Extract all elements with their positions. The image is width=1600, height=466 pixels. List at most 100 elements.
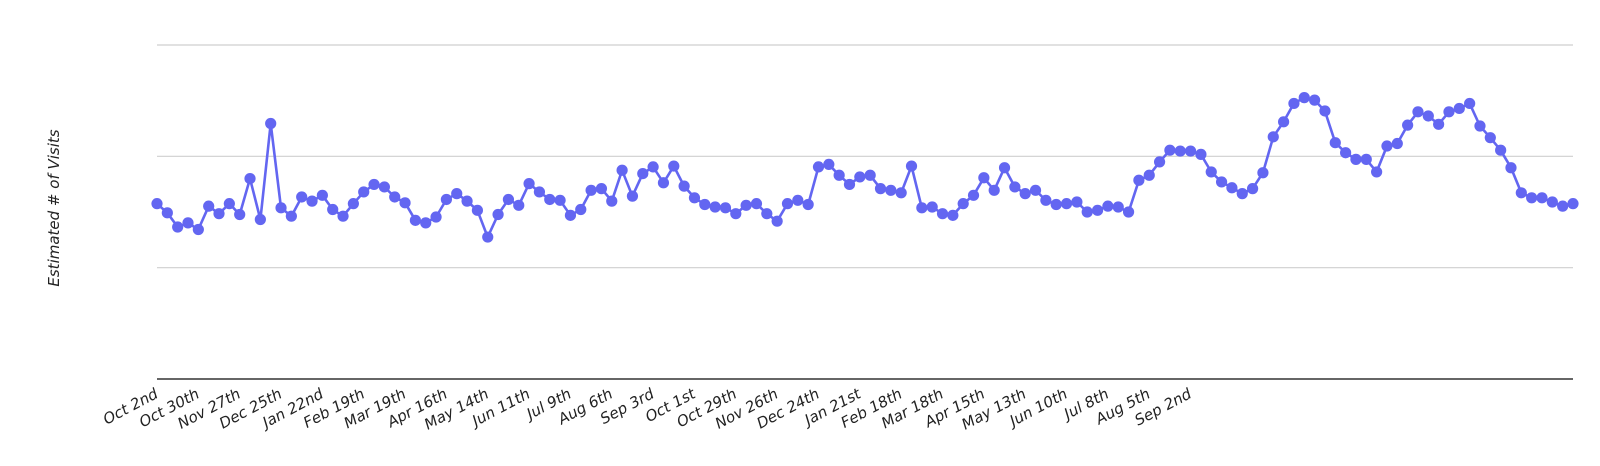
data-point[interactable]	[399, 197, 411, 209]
data-point[interactable]	[988, 184, 1000, 196]
data-point[interactable]	[1040, 194, 1052, 206]
data-point[interactable]	[213, 208, 225, 220]
data-point[interactable]	[792, 194, 804, 206]
data-point[interactable]	[223, 198, 235, 210]
data-point[interactable]	[347, 198, 359, 210]
data-point[interactable]	[926, 201, 938, 213]
data-point[interactable]	[492, 208, 504, 221]
data-point[interactable]	[1050, 198, 1062, 211]
data-point[interactable]	[1267, 131, 1279, 143]
data-point[interactable]	[1112, 201, 1124, 213]
data-point[interactable]	[544, 193, 556, 206]
data-point[interactable]	[161, 207, 173, 219]
data-point[interactable]	[647, 161, 659, 173]
data-point[interactable]	[823, 158, 835, 171]
data-point[interactable]	[802, 198, 814, 211]
data-point[interactable]	[265, 117, 277, 130]
data-point[interactable]	[1453, 102, 1465, 115]
data-point[interactable]	[750, 198, 763, 210]
data-point[interactable]	[864, 169, 876, 181]
data-point[interactable]	[1536, 192, 1548, 204]
data-point[interactable]	[1340, 147, 1352, 159]
data-point[interactable]	[1495, 144, 1507, 156]
data-point[interactable]	[1505, 162, 1517, 174]
data-point[interactable]	[523, 178, 535, 190]
data-point[interactable]	[833, 169, 845, 181]
data-point[interactable]	[368, 178, 380, 191]
data-point[interactable]	[1371, 166, 1383, 178]
data-point[interactable]	[1412, 106, 1424, 118]
data-point[interactable]	[1153, 156, 1166, 168]
data-point[interactable]	[1060, 198, 1073, 210]
data-point[interactable]	[699, 198, 711, 211]
data-point[interactable]	[1391, 137, 1403, 150]
data-point[interactable]	[947, 209, 959, 221]
data-point[interactable]	[192, 223, 204, 236]
data-point[interactable]	[1091, 204, 1104, 216]
data-point[interactable]	[595, 183, 608, 195]
data-point[interactable]	[430, 211, 442, 223]
data-point[interactable]	[1350, 153, 1362, 165]
data-point[interactable]	[1277, 116, 1290, 128]
data-point[interactable]	[812, 161, 825, 173]
data-point[interactable]	[1474, 120, 1486, 132]
data-point[interactable]	[1184, 145, 1197, 157]
data-point[interactable]	[275, 202, 287, 214]
data-point[interactable]	[771, 215, 783, 227]
data-point[interactable]	[172, 221, 184, 233]
data-point[interactable]	[203, 200, 215, 212]
data-point[interactable]	[306, 195, 318, 207]
data-point[interactable]	[606, 195, 618, 207]
data-point[interactable]	[1526, 192, 1538, 204]
data-point[interactable]	[781, 198, 794, 210]
data-point[interactable]	[1360, 153, 1372, 165]
data-point[interactable]	[1319, 105, 1331, 117]
data-point[interactable]	[389, 191, 401, 203]
data-point[interactable]	[1546, 196, 1558, 208]
data-point[interactable]	[482, 231, 494, 243]
data-point[interactable]	[513, 199, 525, 211]
data-point[interactable]	[585, 184, 597, 196]
data-point[interactable]	[296, 191, 308, 203]
data-point[interactable]	[657, 177, 670, 189]
data-point[interactable]	[409, 214, 421, 226]
data-point[interactable]	[151, 198, 163, 210]
data-point[interactable]	[637, 167, 649, 180]
data-point[interactable]	[668, 160, 680, 172]
data-point[interactable]	[740, 199, 752, 211]
data-point[interactable]	[936, 208, 949, 220]
data-point[interactable]	[730, 208, 742, 220]
data-point[interactable]	[1515, 187, 1527, 199]
data-point[interactable]	[916, 202, 928, 214]
data-point[interactable]	[182, 217, 194, 229]
data-point[interactable]	[471, 204, 484, 216]
data-point[interactable]	[885, 184, 897, 196]
data-point[interactable]	[358, 186, 370, 198]
data-point[interactable]	[1381, 140, 1393, 152]
data-point[interactable]	[1257, 167, 1269, 179]
data-point[interactable]	[1329, 137, 1341, 149]
data-point[interactable]	[1557, 200, 1569, 212]
data-point[interactable]	[709, 201, 721, 213]
data-point[interactable]	[678, 180, 690, 192]
data-point[interactable]	[461, 195, 473, 207]
data-point[interactable]	[1288, 97, 1300, 110]
data-point[interactable]	[1236, 188, 1248, 200]
data-point[interactable]	[998, 162, 1011, 174]
data-point[interactable]	[533, 186, 546, 198]
data-point[interactable]	[957, 198, 969, 210]
data-point[interactable]	[1567, 198, 1579, 210]
data-point[interactable]	[564, 209, 577, 221]
data-point[interactable]	[1402, 119, 1414, 131]
data-point[interactable]	[1205, 166, 1217, 178]
data-point[interactable]	[1009, 181, 1021, 193]
data-point[interactable]	[451, 188, 463, 200]
data-point[interactable]	[327, 203, 339, 216]
data-point[interactable]	[967, 189, 980, 201]
data-point[interactable]	[1019, 188, 1031, 200]
data-point[interactable]	[719, 202, 732, 214]
data-point[interactable]	[420, 217, 432, 229]
data-point[interactable]	[1122, 206, 1135, 218]
data-point[interactable]	[1195, 148, 1207, 160]
data-point[interactable]	[254, 213, 266, 226]
